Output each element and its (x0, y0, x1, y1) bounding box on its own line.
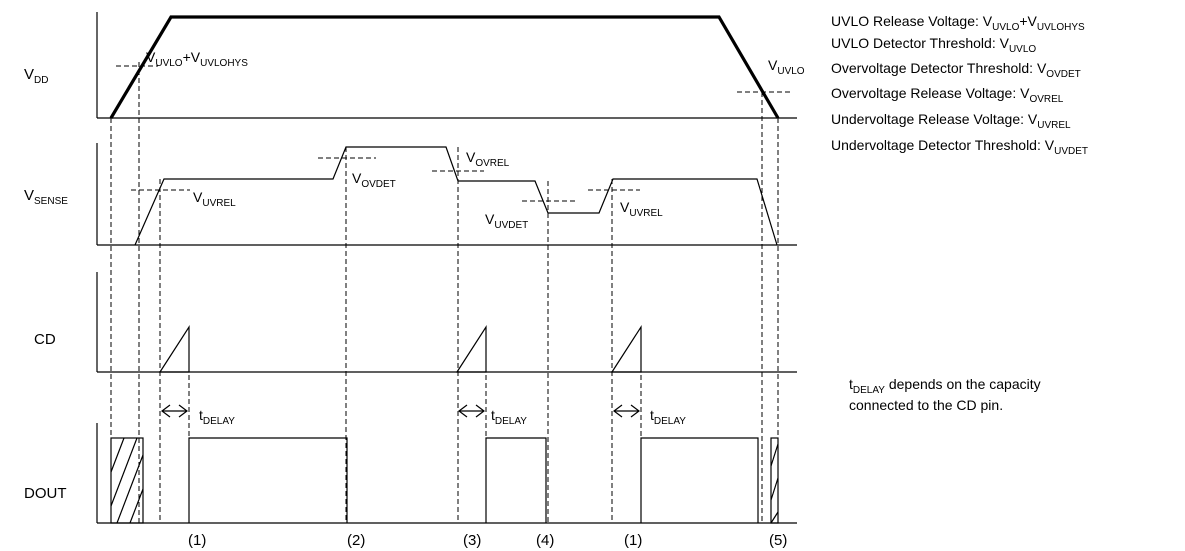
marker-2: (2) (347, 532, 365, 549)
cd-ramp-1 (158, 324, 190, 373)
event-guides (110, 62, 779, 523)
vsense-axes (96, 143, 797, 246)
signal-label-vsense: VSENSE (24, 187, 68, 207)
label-uvrel-2: VUVREL (620, 199, 663, 219)
cd-ramp-3 (455, 324, 487, 373)
legend-item-uvlo-release: UVLO Release Voltage: VUVLO+VUVLOHYS (831, 13, 1085, 33)
marker-5: (5) (769, 532, 787, 549)
vdd-waveform (109, 15, 780, 119)
legend-item-uv-detector: Undervoltage Detector Threshold: VUVDET (831, 137, 1088, 157)
label-ovrel: VOVREL (466, 149, 510, 169)
note-line-2: connected to the CD pin. (849, 397, 1003, 413)
label-uvrel-1: VUVREL (193, 189, 236, 209)
label-uvdet: VUVDET (485, 211, 528, 231)
cd-ramp-1b (610, 324, 642, 373)
signal-label-dout: DOUT (24, 485, 67, 502)
dout-undefined-region-end (770, 437, 779, 524)
tdelay-arrows (161, 404, 640, 418)
signal-label-vdd: VDD (24, 66, 48, 86)
label-uvlo: VUVLO (768, 57, 805, 77)
legend-item-ov-release: Overvoltage Release Voltage: VOVREL (831, 85, 1064, 105)
legend-item-uvlo-detector: UVLO Detector Threshold: VUVLO (831, 35, 1036, 55)
cd-axes (96, 272, 797, 373)
tdelay-note: tDELAY depends on the capacity connected… (849, 376, 1041, 413)
marker-1b: (1) (624, 532, 642, 549)
marker-4: (4) (536, 532, 554, 549)
label-tdelay-1: tDELAY (199, 407, 235, 427)
marker-3: (3) (463, 532, 481, 549)
dout-axes (96, 423, 797, 524)
signal-label-cd: CD (34, 331, 56, 348)
label-ovdet: VOVDET (352, 170, 396, 190)
label-uvlo-hys: VUVLO+VUVLOHYS (146, 49, 248, 69)
threshold-legend: UVLO Release Voltage: VUVLO+VUVLOHYS UVL… (831, 13, 1088, 157)
legend-item-ov-detector: Overvoltage Detector Threshold: VOVDET (831, 60, 1081, 80)
legend-item-uv-release: Undervoltage Release Voltage: VUVREL (831, 111, 1071, 131)
label-tdelay-1b: tDELAY (650, 407, 686, 427)
label-tdelay-3: tDELAY (491, 407, 527, 427)
threshold-guides (116, 65, 790, 202)
vsense-waveform (134, 146, 778, 246)
vdd-axes (96, 12, 797, 119)
note-line-1: tDELAY depends on the capacity (849, 376, 1041, 396)
dout-waveform (188, 437, 759, 523)
marker-1: (1) (188, 532, 206, 549)
dout-undefined-region-start (110, 437, 144, 524)
